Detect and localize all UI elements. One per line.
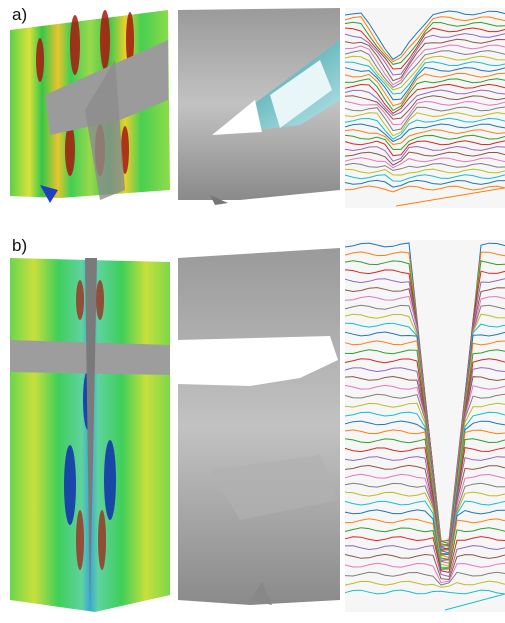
line-panel	[344, 240, 505, 612]
trace-line	[344, 10, 505, 60]
trace-line	[344, 174, 505, 182]
trace-line	[344, 129, 505, 146]
trace-line	[344, 447, 505, 561]
line-panel	[344, 8, 505, 208]
trace-line	[344, 185, 505, 207]
trace-line	[344, 89, 505, 117]
trace-line	[344, 140, 505, 157]
trace-line	[344, 21, 505, 65]
trace-line	[344, 44, 505, 86]
trace-line	[344, 473, 505, 561]
trace-line	[344, 500, 505, 569]
surface-panel	[178, 248, 340, 605]
trace-line	[344, 179, 505, 188]
trace-line	[344, 117, 505, 140]
trace-line	[344, 553, 505, 581]
trace-line	[344, 562, 505, 584]
trace-line	[344, 438, 505, 561]
trace-line	[344, 61, 505, 95]
trace-line	[344, 72, 505, 107]
trace-line	[344, 55, 505, 91]
trace-line	[344, 393, 505, 556]
trace-line	[344, 78, 505, 112]
trace-line	[344, 38, 505, 82]
trace-line	[344, 151, 505, 166]
trace-line	[344, 544, 505, 578]
trace-line	[344, 49, 505, 89]
trace-line	[344, 168, 505, 176]
trace-line	[344, 162, 505, 171]
trace-line	[344, 66, 505, 101]
surface-panel	[178, 8, 340, 205]
trace-line	[344, 384, 505, 555]
trace-line	[344, 106, 505, 132]
trace-line	[344, 464, 505, 562]
trace-line	[344, 482, 505, 564]
trace-line	[344, 509, 505, 570]
trace-line	[344, 157, 505, 169]
trace-line	[344, 527, 505, 570]
trace-line	[344, 420, 505, 556]
trace-line	[344, 16, 505, 63]
trace-line	[344, 123, 505, 143]
trace-line	[344, 411, 505, 555]
trace-line	[344, 100, 505, 126]
trace-line	[344, 112, 505, 137]
trace-line	[344, 27, 505, 70]
trace-line	[344, 145, 505, 162]
trace-line	[344, 402, 505, 556]
trace-line	[344, 456, 505, 562]
trace-line	[344, 536, 505, 573]
trace-line	[344, 95, 505, 120]
trace-line	[344, 571, 505, 586]
trace-line	[344, 134, 505, 150]
trace-line	[344, 429, 505, 559]
trace-line	[344, 491, 505, 567]
trace-line	[344, 33, 505, 76]
colormap-panel	[10, 258, 170, 612]
trace-line	[344, 589, 505, 611]
trace-line	[344, 518, 505, 571]
trace-line	[344, 83, 505, 114]
panel-label: b)	[12, 236, 27, 255]
trace-line	[344, 580, 505, 588]
colormap-panel	[10, 10, 170, 203]
panel-label: a)	[12, 5, 27, 24]
